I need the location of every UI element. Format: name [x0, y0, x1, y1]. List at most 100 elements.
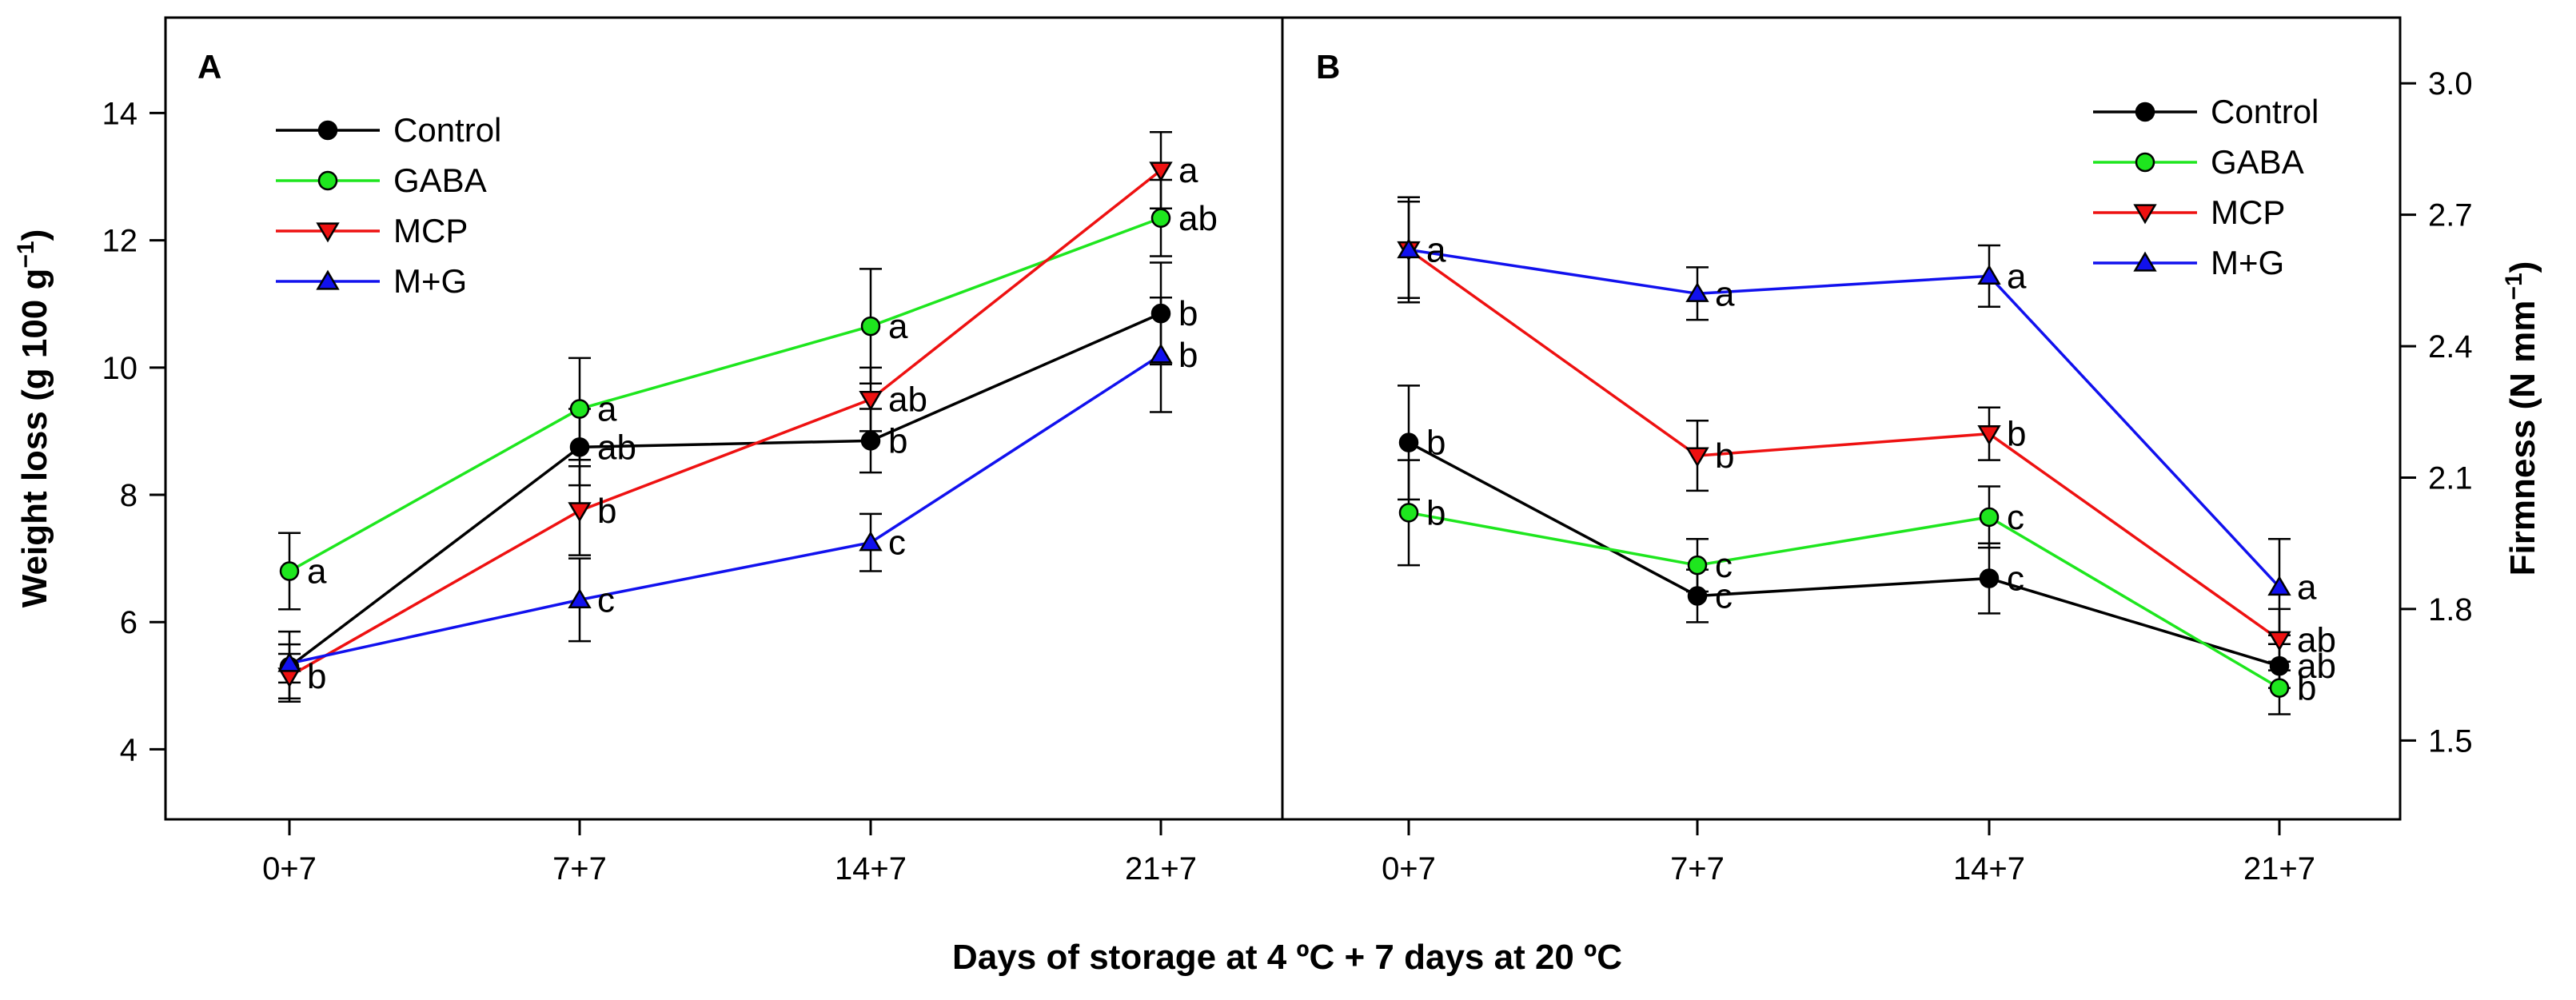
y-axis-title: Firmness (N mm−1)	[2501, 261, 2542, 576]
significance-letter: c	[2007, 560, 2024, 599]
x-axis-title: Days of storage at 4 ºC + 7 days at 20 º…	[952, 938, 1622, 977]
series-line-mcp	[1407, 249, 2281, 641]
significance-letter: c	[1715, 576, 1733, 616]
series-line-control	[288, 312, 1162, 668]
data-point-control	[569, 437, 590, 457]
data-point-mcp	[1149, 161, 1173, 182]
plot-frame	[1281, 16, 2402, 821]
legend-label: GABA	[2211, 143, 2304, 181]
significance-letter: ab	[888, 380, 927, 420]
data-point-gaba	[1979, 507, 2000, 528]
legend-marker	[2133, 251, 2157, 272]
x-tick-label: 21+7	[2243, 851, 2315, 886]
legend-label: MCP	[393, 212, 468, 249]
data-point-mcp	[568, 502, 592, 523]
data-point-mcp	[1685, 447, 1709, 468]
significance-letter: ab	[2297, 620, 2336, 659]
legend-marker	[317, 120, 338, 141]
legend-label: M+G	[393, 262, 467, 300]
data-point-gaba	[1398, 503, 1419, 523]
significance-letter: b	[597, 492, 616, 531]
data-point-control	[1979, 568, 2000, 588]
x-tick-label: 14+7	[835, 851, 907, 886]
legend-label: Control	[2211, 93, 2319, 130]
series-line-mcp	[289, 169, 1162, 678]
y-tick-label: 12	[102, 224, 138, 259]
significance-letter: c	[1715, 546, 1733, 585]
y-tick-label: 2.7	[2428, 198, 2473, 233]
significance-letter: a	[2297, 568, 2317, 608]
data-point-control	[2269, 655, 2290, 676]
y-tick-label: 3.0	[2428, 66, 2473, 102]
data-point-m-g	[1149, 343, 1173, 364]
data-point-m-g	[1977, 265, 2001, 285]
data-point-gaba	[569, 399, 590, 419]
significance-letter: a	[1715, 274, 1735, 313]
significance-letter: ab	[597, 428, 636, 467]
data-point-gaba	[2269, 678, 2290, 698]
panel-a: A 4 6 8 10 12 14 Weight loss (g 100 g−1) 0+7 7+7 1…	[13, 16, 1284, 886]
significance-letter: c	[597, 580, 615, 620]
y-tick-label: 1.8	[2428, 592, 2473, 627]
legend-marker	[2135, 102, 2155, 122]
legend-marker	[317, 170, 338, 191]
significance-letter: a	[888, 307, 908, 346]
y-tick-label: 14	[102, 96, 138, 131]
significance-letter: a	[2007, 257, 2027, 296]
x-tick-label: 0+7	[262, 851, 317, 886]
legend-label: M+G	[2211, 244, 2284, 281]
significance-letter: b	[1178, 294, 1198, 333]
legend-label: GABA	[393, 161, 487, 199]
significance-letter: b	[1426, 493, 1446, 532]
panel-b: B 1.5 1.8 2.1 2.4 2.7 3.0 Firmness (N mm−1) 0+7 7…	[1281, 16, 2542, 886]
significance-letter: c	[888, 524, 906, 563]
y-tick-label: 6	[120, 605, 138, 640]
data-point-m-g	[2267, 576, 2291, 596]
data-point-gaba	[279, 561, 300, 581]
significance-letter: b	[1715, 436, 1734, 476]
x-tick-label: 7+7	[552, 851, 607, 886]
legend-label: Control	[393, 111, 501, 149]
data-point-m-g	[1685, 281, 1709, 302]
series-line-m-g	[289, 353, 1162, 665]
data-point-mcp	[1977, 425, 2001, 446]
significance-letter: a	[1178, 151, 1198, 190]
significance-letter: ab	[2297, 647, 2336, 686]
y-tick-label: 1.5	[2428, 723, 2473, 759]
y-tick-label: 4	[120, 732, 138, 767]
data-point-mcp	[2267, 631, 2291, 651]
data-point-control	[1687, 586, 1708, 606]
series-line-gaba	[289, 217, 1162, 573]
data-point-control	[860, 431, 881, 451]
y-tick-label: 10	[102, 351, 138, 386]
series-line-gaba	[1408, 511, 2280, 690]
panel-label: B	[1316, 48, 1340, 86]
legend-marker	[316, 269, 340, 290]
y-tick-label: 2.1	[2428, 460, 2473, 496]
significance-letter: a	[307, 552, 327, 592]
significance-letter: b	[2297, 669, 2316, 708]
data-point-gaba	[1687, 555, 1708, 576]
significance-letter: b	[1178, 336, 1198, 375]
significance-letter: c	[2007, 498, 2024, 537]
x-tick-label: 0+7	[1382, 851, 1436, 886]
series-line-m-g	[1408, 248, 2281, 588]
significance-letter: a	[597, 390, 617, 429]
significance-letter: b	[307, 657, 326, 696]
significance-letter: b	[1426, 424, 1446, 463]
y-tick-label: 2.4	[2428, 329, 2473, 365]
data-point-mcp	[859, 390, 883, 411]
x-tick-label: 7+7	[1670, 851, 1725, 886]
series-line-control	[1408, 441, 2280, 667]
data-point-m-g	[568, 588, 592, 608]
legend-marker	[316, 222, 340, 243]
legend-label: MCP	[2211, 193, 2285, 231]
significance-letter: ab	[1178, 199, 1218, 238]
data-point-control	[1150, 303, 1171, 324]
x-tick-label: 14+7	[1953, 851, 2025, 886]
significance-letter: a	[1426, 230, 1446, 269]
significance-letter: b	[888, 421, 907, 460]
significance-letter: a	[1426, 230, 1446, 269]
panel-label: A	[197, 48, 221, 86]
x-tick-label: 21+7	[1125, 851, 1197, 886]
